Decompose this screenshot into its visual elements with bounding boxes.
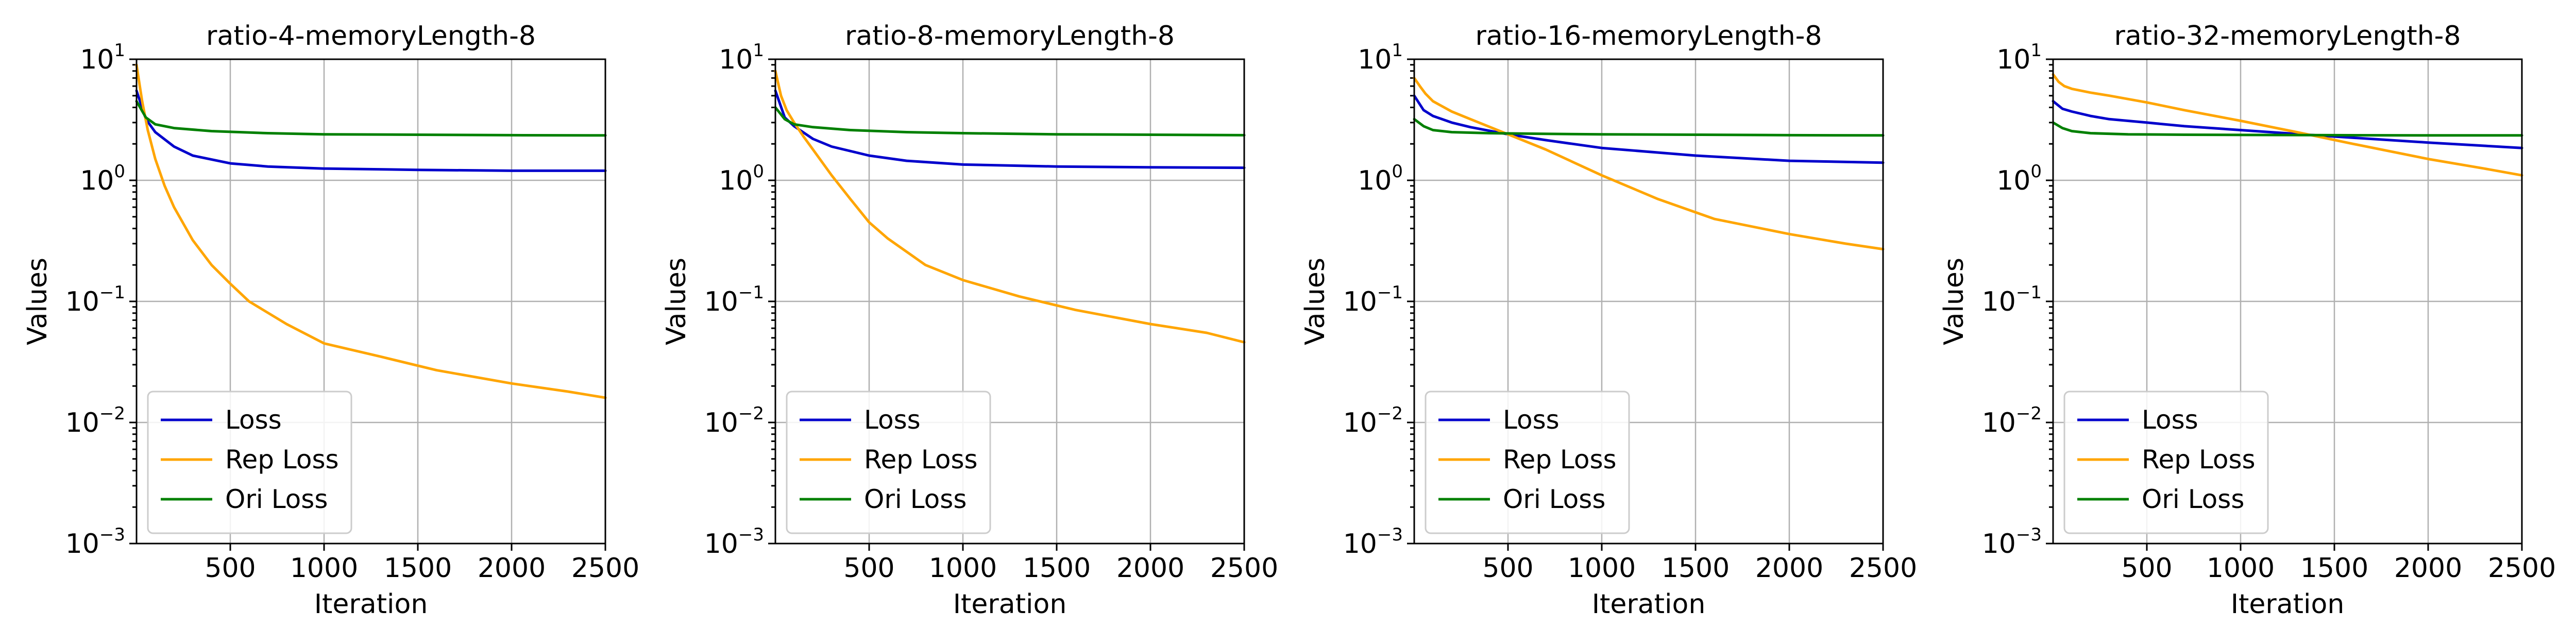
x-tick-label: 1500 [2300,553,2368,584]
y-tick-label: 10−2 [1982,403,2042,438]
chart-title: ratio-32-memoryLength-8 [2114,21,2461,52]
x-tick-label: 1500 [1023,553,1091,584]
plot-frame [1413,58,1884,545]
y-tick-label: 10−3 [704,524,764,560]
x-tick-label: 1000 [2207,553,2275,584]
y-axis-label: Values [661,258,692,345]
series-line-rep-loss [774,70,1246,344]
y-tick-label: 10−1 [1982,282,2042,317]
y-tick-label: 100 [719,161,764,196]
y-tick-label: 100 [80,161,125,196]
series-line-loss [1413,94,1885,164]
y-tick-label: 100 [1358,161,1403,196]
y-tick-label: 10−3 [1982,524,2042,560]
y-tick-label: 10−3 [1343,524,1403,560]
series-line-rep-loss [135,63,607,399]
x-tick-label: 1000 [1568,553,1636,584]
legend-label: Ori Loss [2142,484,2244,514]
x-tick-label: 1000 [929,553,997,584]
y-tick-label: 101 [80,40,125,75]
legend: Loss Rep Loss Ori Loss [786,391,991,534]
legend-box [786,391,991,534]
subplot-3: 500 1000 1500 2000 2500 101 100 10−1 10−2 10−3 rat… [1300,21,1917,620]
x-axis-label: Iteration [2231,589,2345,620]
x-tick-label: 2000 [1755,553,1823,584]
legend-label: Ori Loss [1503,484,1605,514]
legend-label: Loss [864,405,921,435]
y-tick-label: 10−1 [1343,282,1403,317]
x-axis-label: Iteration [953,589,1067,620]
legend: Loss Rep Loss Ori Loss [1425,391,1630,534]
legend-label: Rep Loss [225,445,339,474]
y-tick-label: 100 [1996,161,2042,196]
y-tick-label: 10−1 [65,282,125,317]
legend-label: Ori Loss [225,484,328,514]
series-line-ori-loss [135,100,607,137]
x-tick-label: 2500 [1849,553,1917,584]
y-tick-label: 10−3 [65,524,125,560]
y-tick-label: 101 [1358,40,1403,75]
x-tick-label: 1500 [384,553,452,584]
legend-label: Loss [225,405,282,435]
legend: Loss Rep Loss Ori Loss [147,391,352,534]
series-line-ori-loss [2052,121,2523,137]
y-tick-label: 101 [1996,40,2042,75]
legend-box [147,391,352,534]
x-tick-label: 2000 [1116,553,1184,584]
chart-title: ratio-4-memoryLength-8 [206,21,536,52]
legend-label: Rep Loss [864,445,978,474]
x-tick-label: 2000 [478,553,546,584]
series-group [1413,76,1885,251]
x-tick-label: 2500 [1210,553,1278,584]
y-tick-label: 10−2 [1343,403,1403,438]
series-group [2052,73,2523,177]
legend-label: Rep Loss [2142,445,2256,474]
subplot-1: 500 1000 1500 2000 2500 101 100 10−1 10−2 10−3 rat… [22,21,639,620]
x-tick-label: 2500 [2488,553,2556,584]
legend: Loss Rep Loss Ori Loss [2063,391,2269,534]
x-tick-label: 500 [1482,553,1533,584]
series-line-ori-loss [1413,117,1885,137]
x-tick-label: 500 [205,553,256,584]
y-tick-label: 10−2 [704,403,764,438]
x-tick-label: 2000 [2394,553,2462,584]
y-axis-label: Values [22,258,53,345]
x-tick-label: 500 [843,553,894,584]
plot-frame [135,58,606,545]
y-tick-label: 101 [719,40,764,75]
series-group [135,63,607,399]
series-line-rep-loss [2052,73,2523,177]
series-line-loss [2052,100,2523,149]
legend-box [1425,391,1630,534]
x-axis-label: Iteration [1592,589,1706,620]
chart-title: ratio-8-memoryLength-8 [845,21,1175,52]
legend-box [2063,391,2269,534]
y-axis-label: Values [1300,258,1331,345]
series-line-rep-loss [1413,76,1885,251]
series-line-loss [135,89,607,172]
plot-frame [2052,58,2523,545]
legend-label: Loss [1503,405,1560,435]
x-tick-label: 1500 [1662,553,1730,584]
chart-title: ratio-16-memoryLength-8 [1475,21,1822,52]
legend-label: Ori Loss [864,484,967,514]
x-tick-label: 500 [2121,553,2172,584]
plot-frame [774,58,1245,545]
series-line-ori-loss [774,106,1246,137]
subplot-2: 500 1000 1500 2000 2500 101 100 10−1 10−2 10−3 rat… [661,21,1278,620]
series-group [774,70,1246,344]
x-tick-label: 2500 [571,553,639,584]
y-axis-label: Values [1939,258,1970,345]
legend-label: Rep Loss [1503,445,1617,474]
subplot-4: 500 1000 1500 2000 2500 101 100 10−1 10−2 10−3 rat… [1939,21,2556,620]
x-axis-label: Iteration [314,589,428,620]
x-tick-label: 1000 [290,553,358,584]
legend-label: Loss [2142,405,2198,435]
y-tick-label: 10−2 [65,403,125,438]
y-tick-label: 10−1 [704,282,764,317]
